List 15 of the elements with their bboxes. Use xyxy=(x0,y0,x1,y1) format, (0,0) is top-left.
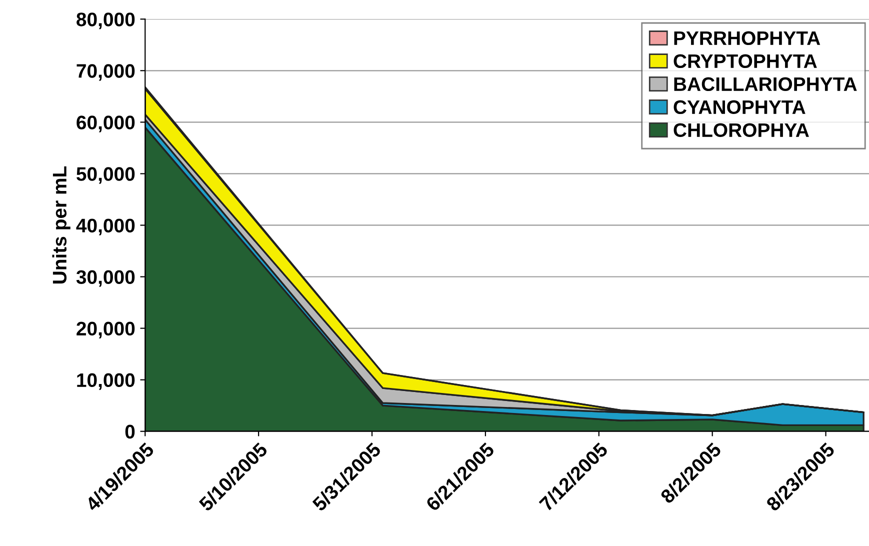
y-tick-label: 40,000 xyxy=(76,218,135,236)
y-tick-label: 60,000 xyxy=(76,116,135,132)
y-tick-label: 0 xyxy=(125,424,135,439)
y-tick-label: 80,000 xyxy=(76,12,135,30)
y-tick-label: 30,000 xyxy=(76,270,135,287)
legend-label: CYANOPHYTA xyxy=(674,100,806,114)
y-tick-label: 20,000 xyxy=(76,322,135,338)
y-tick-label: 10,000 xyxy=(77,373,135,390)
y-tick-label: 70,000 xyxy=(76,64,135,81)
legend-label: BACILLARIOPHYTA xyxy=(674,77,857,92)
legend-label: CHLOROPHYA xyxy=(674,123,809,138)
y-tick-label: 50,000 xyxy=(76,167,135,184)
legend-label: CRYPTOPHYTA xyxy=(674,54,817,68)
y-axis-title: Units per mL xyxy=(52,166,70,284)
legend-label: PYRRHOPHYTA xyxy=(674,31,820,46)
